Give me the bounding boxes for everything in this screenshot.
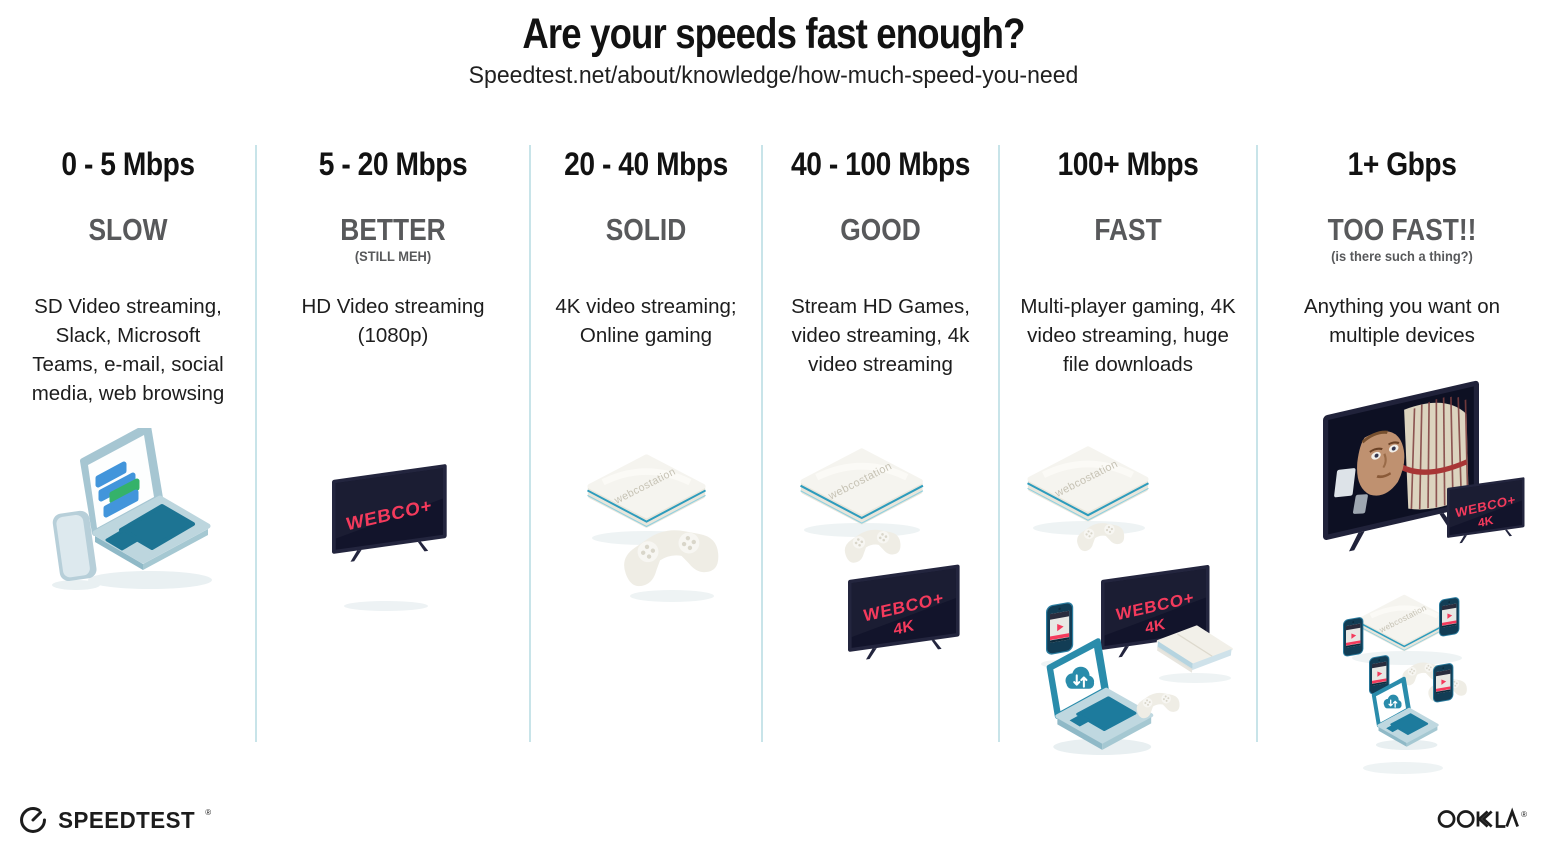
shadow (1352, 651, 1462, 665)
speed-range: 0 - 5 Mbps (61, 146, 195, 182)
chat-bubbles (95, 461, 140, 518)
rating-label: FAST (1094, 212, 1162, 247)
use-case-description: 4K video streaming; Online gaming (555, 295, 737, 347)
speed-columns: 0 - 5 Mbps SLOW SD Video streaming, Slac… (0, 140, 1547, 788)
header: Are your speeds fast enough? Speedtest.n… (0, 0, 1547, 90)
use-case-description: SD Video streaming, Slack, Microsoft Tea… (31, 295, 225, 405)
laptop-download-icon (1371, 676, 1440, 752)
rating-label: GOOD (840, 212, 921, 247)
registered-mark: ® (1521, 810, 1527, 819)
gamepad-body (1134, 688, 1182, 720)
tv-4k-icon: WEBCO+ 4K (1447, 477, 1525, 545)
shadow (52, 580, 100, 590)
speed-column-good: 40 - 100 Mbps GOOD Stream HD Games, vide… (762, 140, 1000, 788)
ookla-logo: OOKLA ® (1437, 807, 1527, 831)
speedtest-logo: SPEEDTEST ® (18, 805, 211, 835)
movie-tv-icon (1323, 380, 1479, 552)
game-console-icon: webcostation (1028, 449, 1149, 520)
smartphone-video-icon (1343, 616, 1364, 658)
use-case-description: Anything you want on multiple devices (1303, 295, 1501, 347)
laptop-chat-icon (80, 428, 211, 570)
helmet-reflection-stripes (1410, 396, 1469, 510)
smartphone-video-icon (1046, 601, 1074, 656)
speed-range: 20 - 40 Mbps (564, 146, 728, 182)
speed-range: 5 - 20 Mbps (318, 146, 468, 182)
illustration-better: WEBCO+ (332, 463, 447, 611)
smartphone-icon (52, 510, 97, 581)
rating-label: TOO FAST!! (1327, 212, 1477, 247)
phone-body (1343, 616, 1364, 658)
laptop-download-icon (1049, 641, 1151, 755)
shadow (1363, 762, 1443, 774)
speed-range: 100+ Mbps (1057, 146, 1199, 182)
speed-column-solid: 20 - 40 Mbps SOLID 4K video streaming; O… (530, 140, 763, 788)
column-divider (255, 145, 257, 742)
speed-range: 40 - 100 Mbps (791, 146, 970, 182)
smartphone-video-icon (1433, 662, 1454, 704)
use-case-description: Stream HD Games, video streaming, 4k vid… (791, 295, 970, 376)
game-console-icon: webcostation (1359, 597, 1450, 651)
rating-label: SOLID (605, 212, 687, 247)
phone-body (1433, 662, 1454, 704)
tv-icon: WEBCO+ (332, 463, 447, 565)
speed-column-better: 5 - 20 Mbps BETTER (STILL MEH) HD Video … (256, 140, 531, 788)
column-divider (1256, 145, 1258, 742)
phone-body (1046, 601, 1074, 656)
shadow (344, 601, 428, 611)
tv-4k-icon: WEBCO+ 4K (1101, 564, 1210, 660)
smartphone-video-icon (1439, 596, 1460, 638)
gamepad-icon (1134, 688, 1182, 720)
shadow (630, 590, 714, 602)
tv-resolution-label: 4K (1145, 616, 1167, 637)
use-case-description: HD Video streaming (1080p) (301, 295, 485, 347)
rating-note: (STILL MEH) (354, 248, 432, 264)
speed-column-too-fast: 1+ Gbps TOO FAST!! (is there such a thin… (1257, 140, 1547, 788)
game-console-icon: webcostation (587, 457, 705, 527)
illustration-solid: webcostation (530, 428, 722, 602)
rating-note: (is there such a thing?) (1331, 248, 1473, 264)
speedtest-gauge-icon (20, 807, 46, 833)
shadow (88, 571, 212, 589)
ookla-wordmark-icon (1437, 807, 1520, 828)
tv-4k-icon: WEBCO+ 4K (848, 564, 960, 663)
phone-body (1439, 596, 1460, 638)
page-subtitle-url: Speedtest.net/about/knowledge/how-much-s… (468, 62, 1079, 89)
use-case-description: Multi-player gaming, 4K video streaming,… (1020, 295, 1236, 376)
registered-mark: ® (205, 808, 212, 817)
illustration-fast: webcostation WEBCO+ 4K (999, 428, 1235, 785)
speed-column-slow: 0 - 5 Mbps SLOW SD Video streaming, Slac… (0, 140, 257, 788)
speed-range: 1+ Gbps (1347, 146, 1457, 182)
illustration-too-fast: WEBCO+ 4K webcostation (1323, 380, 1525, 774)
laptop-body (1049, 641, 1151, 755)
shadow (1159, 673, 1231, 683)
illustration-slow (52, 428, 212, 590)
speed-column-fast: 100+ Mbps FAST Multi-player gaming, 4K v… (999, 140, 1258, 788)
game-console-icon: webcostation (801, 451, 923, 523)
illustration-good: webcostation WEBCO+ 4K (762, 428, 960, 663)
laptop-body (1371, 676, 1440, 752)
column-divider (529, 145, 531, 742)
rating-label: SLOW (88, 212, 168, 247)
tv-resolution-label: 4K (1477, 513, 1494, 530)
page-title: Are your speeds fast enough? (522, 10, 1025, 58)
speedtest-wordmark: SPEEDTEST (58, 806, 196, 833)
rating-label: BETTER (340, 212, 446, 247)
column-divider (998, 145, 1000, 742)
column-divider (761, 145, 763, 742)
tv-resolution-label: 4K (893, 617, 915, 638)
